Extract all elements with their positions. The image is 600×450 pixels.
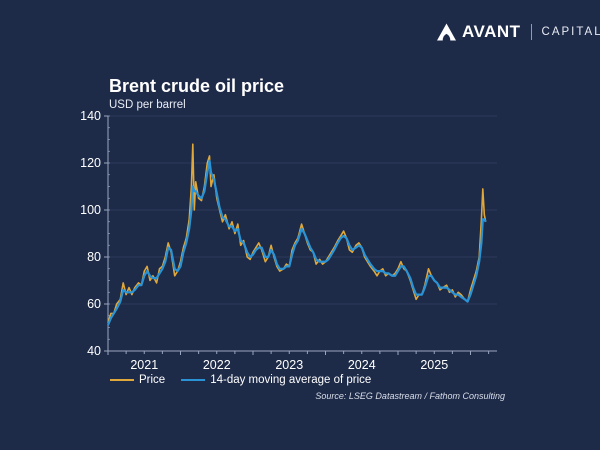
chart-title: Brent crude oil price: [109, 76, 285, 96]
legend: Price 14-day moving average of price: [110, 374, 387, 386]
gridlines: [108, 115, 497, 305]
y-tick-label: 80: [87, 250, 101, 264]
moving-average-line: [106, 159, 487, 326]
y-tick-label: 120: [80, 156, 101, 170]
x-tick-label: 2021: [130, 358, 158, 372]
legend-swatch-price: [110, 379, 134, 381]
avant-mountain-logo-icon: [437, 23, 456, 41]
y-tick-label: 140: [80, 109, 101, 123]
axes: 40 60 80 100 120 140 2021 2022 2023 2024 2025: [80, 109, 497, 372]
source-note: Source: LSEG Datastream / Fathom Consult…: [315, 391, 505, 401]
x-tick-label: 2022: [203, 358, 231, 372]
brand-divider: [530, 24, 532, 40]
legend-label-moving-average: 14-day moving average of price: [210, 374, 372, 386]
y-tick-label: 60: [87, 297, 101, 311]
brand-logo: AVANT CAPITAL: [437, 22, 600, 42]
brand-subname: CAPITAL: [541, 26, 600, 38]
chart-subtitle: USD per barrel: [109, 99, 186, 111]
x-tick-label: 2025: [420, 358, 448, 372]
x-tick-label: 2024: [348, 358, 376, 372]
y-tick-label: 100: [80, 203, 101, 217]
legend-item-price: Price: [110, 374, 165, 386]
legend-swatch-moving-average: [181, 379, 206, 381]
x-tick-label: 2023: [275, 358, 303, 372]
series-lines: [106, 143, 487, 326]
brand-name: AVANT: [462, 22, 521, 41]
legend-item-moving-average: 14-day moving average of price: [181, 374, 371, 386]
y-tick-label: 40: [87, 344, 101, 358]
legend-label-price: Price: [139, 374, 166, 386]
price-line: [107, 143, 487, 324]
